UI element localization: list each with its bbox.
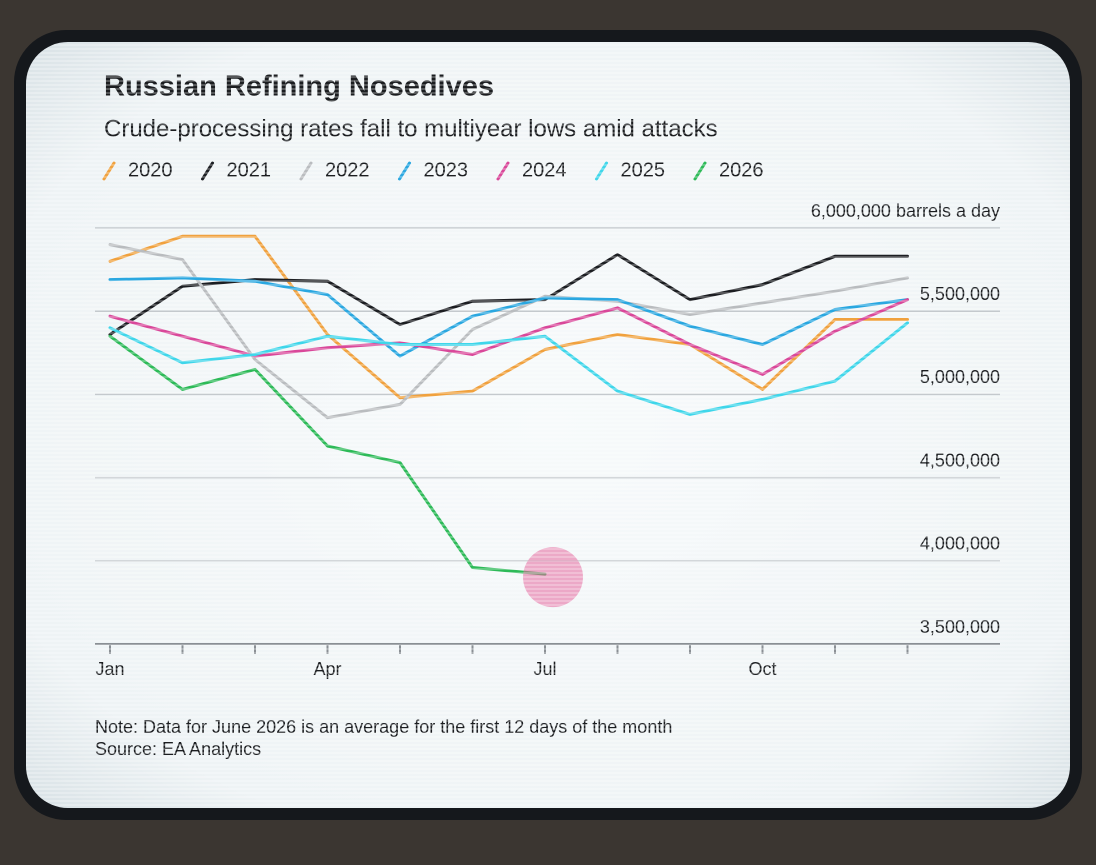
y-tick-label: 5,000,000 <box>920 367 1000 387</box>
x-tick-label: Jan <box>95 659 124 679</box>
highlight-marker <box>523 547 583 608</box>
note: Note: Data for June 2026 is an average f… <box>95 717 672 737</box>
y-tick-label: 3,500,000 <box>920 617 1000 637</box>
legend-label: 2021 <box>227 159 272 181</box>
source: Source: EA Analytics <box>95 739 261 759</box>
y-tick-label: 4,000,000 <box>920 534 1000 554</box>
x-tick-label: Jul <box>533 659 556 679</box>
legend-label: 2022 <box>325 159 370 181</box>
legend-label: 2024 <box>522 159 567 181</box>
legend-label: 2026 <box>719 159 764 181</box>
legend-label: 2020 <box>128 159 173 181</box>
x-tick-label: Apr <box>313 659 341 679</box>
legend-label: 2023 <box>424 159 469 181</box>
y-tick-label: 4,500,000 <box>920 450 1000 470</box>
y-tick-label: 6,000,000 barrels a day <box>811 201 1000 221</box>
y-tick-label: 5,500,000 <box>920 284 1000 304</box>
x-tick-label: Oct <box>748 659 776 679</box>
chart-subtitle: Crude-processing rates fall to multiyear… <box>104 115 718 142</box>
chart-title: Russian Refining Nosedives <box>104 71 494 103</box>
legend-label: 2025 <box>621 159 666 181</box>
screen <box>26 42 1070 808</box>
